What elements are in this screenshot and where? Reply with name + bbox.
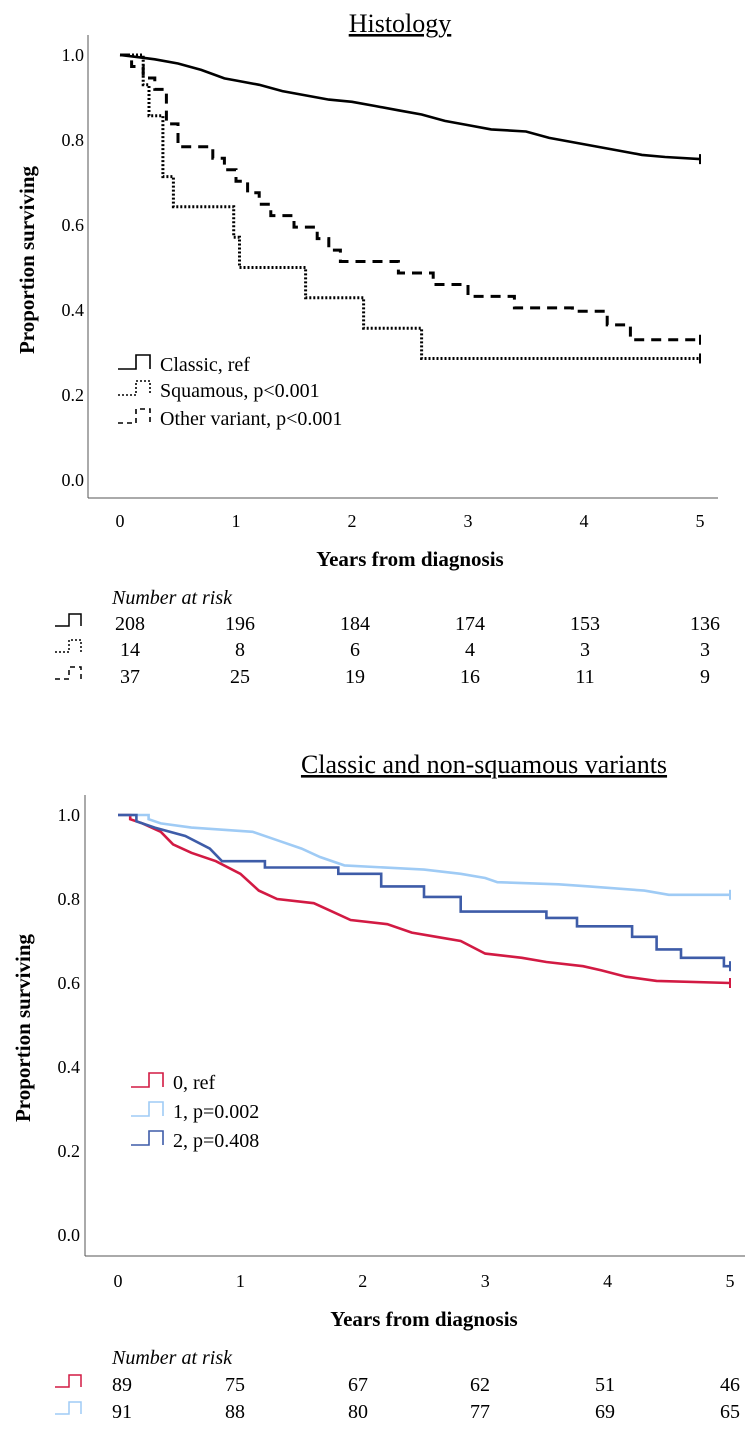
risk-count: 184 [340, 613, 370, 635]
risk-table-header: Number at risk [111, 587, 233, 609]
risk-count: 14 [120, 639, 140, 661]
legend-label: 2, p=0.408 [173, 1130, 259, 1152]
survival-curve-1 [118, 813, 730, 897]
chart-title: Classic and non-squamous variants [301, 750, 667, 779]
risk-count: 80 [348, 1401, 368, 1423]
risk-count: 19 [345, 666, 365, 688]
x-tick-label: 2 [358, 1271, 367, 1291]
risk-count: 51 [595, 1374, 615, 1396]
chart-title: Histology [349, 9, 452, 38]
risk-count: 6 [350, 639, 360, 661]
risk-table-header: Number at risk [111, 1347, 233, 1369]
legend-label: Squamous, p<0.001 [160, 380, 320, 402]
y-axis-label: Proportion surviving [15, 165, 39, 354]
histology-panel: Histology 0 1 2 3 4 5 0.0 0.2 0.4 0.6 0.8 1.0 Years f… [15, 9, 720, 688]
y-tick-label: 0.6 [58, 973, 81, 993]
legend-symbol [131, 1101, 164, 1117]
legend-symbol [118, 354, 151, 370]
risk-count: 16 [460, 666, 480, 688]
legend-label: Classic, ref [160, 354, 250, 376]
x-tick-label: 0 [114, 1271, 123, 1291]
classic-nonsquamous-panel: Classic and non-squamous variants 0 1 2 3 4 5 0… [11, 750, 745, 1423]
y-tick-label: 0.2 [62, 385, 85, 405]
risk-count: 208 [115, 613, 145, 635]
y-tick-label: 0.0 [58, 1225, 81, 1245]
legend-symbol [118, 380, 151, 396]
risk-count: 8 [235, 639, 245, 661]
risk-count: 77 [470, 1401, 490, 1423]
x-tick-label: 5 [696, 511, 705, 531]
legend-label: 1, p=0.002 [173, 1101, 259, 1123]
y-tick-label: 0.2 [58, 1141, 81, 1161]
x-axis-label: Years from diagnosis [330, 1307, 517, 1331]
survival-curve-1 [120, 53, 700, 360]
x-tick-label: 1 [236, 1271, 245, 1291]
risk-row-symbol [55, 613, 82, 627]
x-tick-label: 2 [348, 511, 357, 531]
risk-count: 67 [348, 1374, 368, 1396]
x-axis-label: Years from diagnosis [316, 547, 503, 571]
y-tick-label: 0.8 [58, 889, 81, 909]
y-tick-label: 0.8 [62, 130, 85, 150]
risk-count: 89 [112, 1374, 132, 1396]
risk-count: 153 [570, 613, 600, 635]
risk-row-symbol [55, 666, 82, 680]
x-tick-label: 5 [726, 1271, 735, 1291]
x-tick-label: 1 [232, 511, 241, 531]
risk-count: 88 [225, 1401, 245, 1423]
risk-count: 69 [595, 1401, 615, 1423]
risk-count: 3 [700, 639, 710, 661]
risk-count: 46 [720, 1374, 740, 1396]
risk-count: 136 [690, 613, 720, 635]
risk-count: 4 [465, 639, 475, 661]
risk-count: 3 [580, 639, 590, 661]
risk-count: 9 [700, 666, 710, 688]
risk-row-symbol [55, 1401, 82, 1415]
y-axis-label: Proportion surviving [11, 933, 35, 1122]
x-tick-label: 3 [481, 1271, 490, 1291]
survival-curve-0 [118, 813, 731, 985]
risk-count: 196 [225, 613, 255, 635]
legend-symbol [131, 1130, 164, 1146]
y-tick-label: 0.6 [62, 215, 85, 235]
x-tick-label: 4 [580, 511, 589, 531]
y-tick-label: 0.0 [62, 470, 85, 490]
risk-count: 174 [455, 613, 485, 635]
risk-row-symbol [55, 1374, 82, 1388]
x-tick-label: 4 [603, 1271, 612, 1291]
risk-count: 11 [575, 666, 594, 688]
risk-count: 75 [225, 1374, 245, 1396]
risk-count: 37 [120, 666, 140, 688]
legend-label: 0, ref [173, 1072, 216, 1094]
survival-curve-2 [118, 813, 730, 968]
risk-row-symbol [55, 639, 82, 653]
legend-symbol [131, 1072, 164, 1088]
y-tick-label: 0.4 [62, 300, 85, 320]
x-tick-label: 3 [464, 511, 473, 531]
survival-curve-2 [120, 53, 700, 342]
y-tick-label: 1.0 [62, 45, 85, 65]
risk-count: 91 [112, 1401, 132, 1423]
x-tick-label: 0 [116, 511, 125, 531]
legend-symbol [118, 408, 151, 424]
legend-label: Other variant, p<0.001 [160, 408, 342, 430]
y-tick-label: 1.0 [58, 805, 81, 825]
risk-count: 65 [720, 1401, 740, 1423]
risk-count: 25 [230, 666, 250, 688]
y-tick-label: 0.4 [58, 1057, 81, 1077]
survival-curve-0 [119, 53, 701, 161]
risk-count: 62 [470, 1374, 490, 1396]
